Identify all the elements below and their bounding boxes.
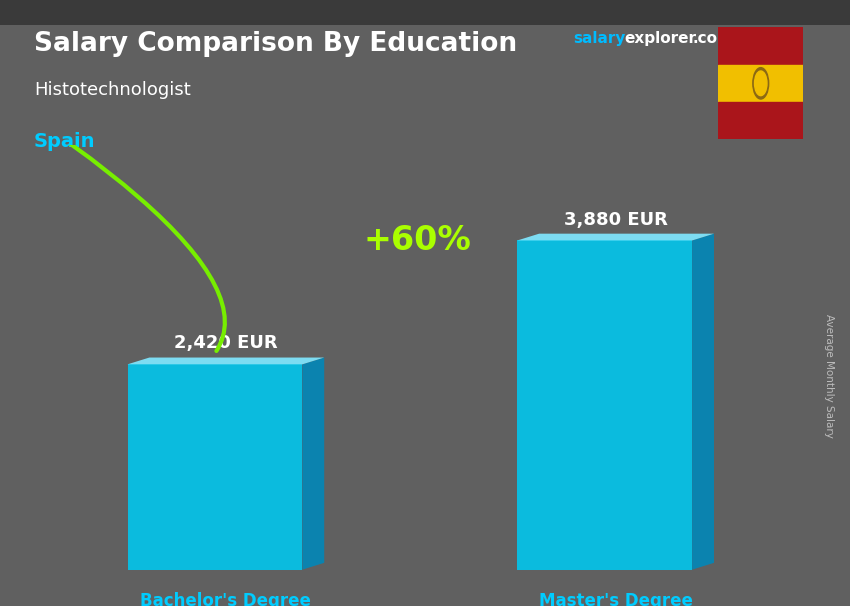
Circle shape xyxy=(753,68,768,99)
Polygon shape xyxy=(128,358,324,364)
FancyArrowPatch shape xyxy=(0,0,225,351)
Text: Bachelor's Degree: Bachelor's Degree xyxy=(140,591,311,606)
Polygon shape xyxy=(303,358,324,570)
Circle shape xyxy=(755,71,767,96)
Text: Salary Comparison By Education: Salary Comparison By Education xyxy=(34,30,517,56)
Text: Spain: Spain xyxy=(34,132,95,152)
Text: Master's Degree: Master's Degree xyxy=(539,591,693,606)
Text: 2,420 EUR: 2,420 EUR xyxy=(174,335,278,353)
Polygon shape xyxy=(128,364,303,570)
Text: +60%: +60% xyxy=(363,224,471,257)
Bar xyxy=(718,102,803,139)
Bar xyxy=(718,27,803,65)
Polygon shape xyxy=(518,234,714,241)
Polygon shape xyxy=(518,241,692,570)
Text: Average Monthly Salary: Average Monthly Salary xyxy=(824,314,834,438)
Bar xyxy=(0,0,850,25)
Text: 3,880 EUR: 3,880 EUR xyxy=(564,210,667,228)
Polygon shape xyxy=(692,234,714,570)
Text: Histotechnologist: Histotechnologist xyxy=(34,81,190,99)
Bar xyxy=(718,65,803,102)
Text: .com: .com xyxy=(693,30,734,45)
Text: explorer: explorer xyxy=(625,30,697,45)
Text: salary: salary xyxy=(574,30,626,45)
